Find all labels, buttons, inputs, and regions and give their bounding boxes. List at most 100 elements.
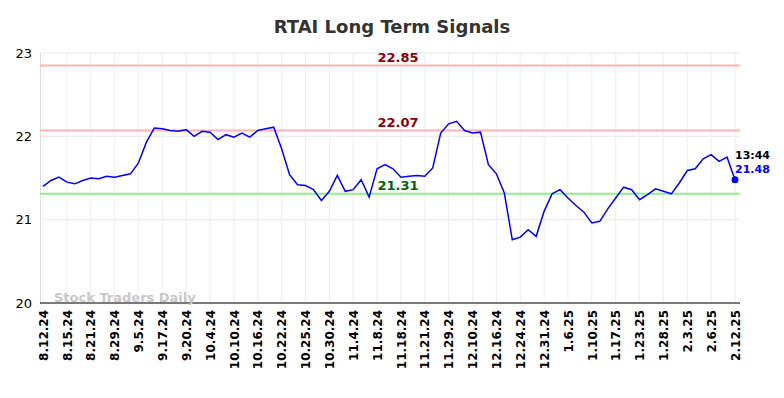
x-tick-label: 2.12.25: [729, 310, 743, 361]
x-tick-label: 8.29.24: [108, 310, 122, 361]
x-tick: 11.8.24: [371, 303, 385, 361]
x-tick: 12.16.24: [490, 303, 504, 369]
x-tick: 9.5.24: [132, 303, 146, 353]
x-tick-label: 9.17.24: [156, 310, 170, 361]
x-tick: 2.3.25: [681, 303, 695, 353]
x-tick-label: 9.20.24: [180, 310, 194, 361]
x-tick-label: 12.31.24: [538, 310, 552, 369]
x-tick: 10.16.24: [251, 303, 265, 369]
grid-line: [162, 53, 163, 303]
last-point: [732, 176, 739, 183]
grid-line: [40, 219, 740, 220]
grid-line: [544, 53, 545, 303]
x-tick: 12.31.24: [538, 303, 552, 369]
x-tick: 1.28.25: [657, 303, 671, 361]
grid-line: [711, 53, 712, 303]
grid-line: [496, 53, 497, 303]
y-tick-label: 21: [15, 212, 32, 227]
title: RTAI Long Term Signals: [274, 16, 511, 37]
grid-line: [472, 53, 473, 303]
reference-label: 22.07: [377, 115, 418, 130]
grid-line: [687, 53, 688, 303]
x-tick: 11.4.24: [347, 303, 361, 361]
x-tick: 9.17.24: [156, 303, 170, 361]
grid-line: [281, 53, 282, 303]
x-tick-label: 12.16.24: [490, 310, 504, 369]
x-tick: 8.12.24: [37, 303, 51, 361]
plot-area: [40, 66, 740, 240]
x-tick-label: 11.18.24: [395, 310, 409, 369]
x-tick: 9.20.24: [180, 303, 194, 361]
x-tick: 1.6.25: [562, 303, 576, 353]
grid-line: [66, 53, 67, 303]
x-tick-label: 10.10.24: [228, 310, 242, 369]
x-tick: 11.29.24: [442, 303, 456, 369]
x-tick: 10.22.24: [275, 303, 289, 369]
grid-line: [353, 53, 354, 303]
grid-line: [424, 53, 425, 303]
x-tick-label: 11.8.24: [371, 310, 385, 361]
chart: RTAI Long Term Signals202122238.12.248.1…: [0, 0, 784, 398]
x-tick: 10.30.24: [323, 303, 337, 369]
grid-line: [305, 53, 306, 303]
x-tick-label: 12.24.24: [514, 310, 528, 369]
x-tick: 1.23.25: [633, 303, 647, 361]
x-tick: 11.21.24: [418, 303, 432, 369]
x-tick-label: 10.16.24: [251, 310, 265, 369]
x-tick-label: 1.23.25: [633, 310, 647, 361]
x-tick-label: 11.21.24: [418, 310, 432, 369]
reference-line: [40, 65, 740, 67]
x-tick: 2.12.25: [729, 303, 743, 361]
grid-line: [40, 136, 740, 137]
x-tick-label: 11.29.24: [442, 310, 456, 369]
y-axis: 20 21 22 23: [15, 46, 40, 311]
x-tick-label: 10.25.24: [299, 310, 313, 369]
grid-line: [210, 53, 211, 303]
x-tick: 8.15.24: [61, 303, 75, 361]
x-tick: 1.17.25: [609, 303, 623, 361]
x-tick: 10.4.24: [204, 303, 218, 361]
y-tick-label: 20: [15, 296, 32, 311]
y-tick: 23: [15, 46, 40, 61]
x-tick: 10.25.24: [299, 303, 313, 369]
x-tick-label: 10.22.24: [275, 310, 289, 369]
reference-line: [40, 130, 740, 132]
x-tick-label: 2.3.25: [681, 310, 695, 353]
grid-line: [663, 53, 664, 303]
grid-line: [591, 53, 592, 303]
x-tick-label: 8.21.24: [84, 310, 98, 361]
reference-label: 21.31: [377, 178, 418, 193]
y-axis-line: [40, 54, 41, 304]
watermark: Stock Traders Daily: [54, 290, 196, 305]
x-tick: 12.24.24: [514, 303, 528, 369]
x-tick: 1.10.25: [586, 303, 600, 361]
x-tick: 12.10.24: [466, 303, 480, 369]
x-tick-label: 9.5.24: [132, 310, 146, 353]
x-tick-label: 10.4.24: [204, 310, 218, 361]
grid-line: [138, 53, 139, 303]
grid-line: [43, 53, 44, 303]
grid-line: [567, 53, 568, 303]
grid-line: [186, 53, 187, 303]
grid-line: [520, 53, 521, 303]
x-tick-label: 2.6.25: [705, 310, 719, 353]
price-line: [43, 121, 735, 239]
grid-line: [114, 53, 115, 303]
x-tick: 8.29.24: [108, 303, 122, 361]
y-tick-label: 22: [15, 129, 32, 144]
x-tick: 2.6.25: [705, 303, 719, 353]
x-tick: 10.10.24: [228, 303, 242, 369]
x-tick-label: 1.6.25: [562, 310, 576, 353]
x-tick-label: 1.17.25: [609, 310, 623, 361]
grid-line: [257, 53, 258, 303]
x-tick-label: 8.12.24: [37, 310, 51, 361]
last-value-label: 21.48: [735, 163, 770, 176]
x-tick-label: 10.30.24: [323, 310, 337, 369]
x-axis: 8.12.24 8.15.24 8.21.24 8.29.24 9.5.24 9.17.2…: [37, 303, 743, 369]
grid-line: [329, 53, 330, 303]
grid-line: [639, 53, 640, 303]
y-tick: 22: [15, 129, 40, 144]
grid-line: [615, 53, 616, 303]
x-tick-label: 1.28.25: [657, 310, 671, 361]
y-tick: 21: [15, 212, 40, 227]
